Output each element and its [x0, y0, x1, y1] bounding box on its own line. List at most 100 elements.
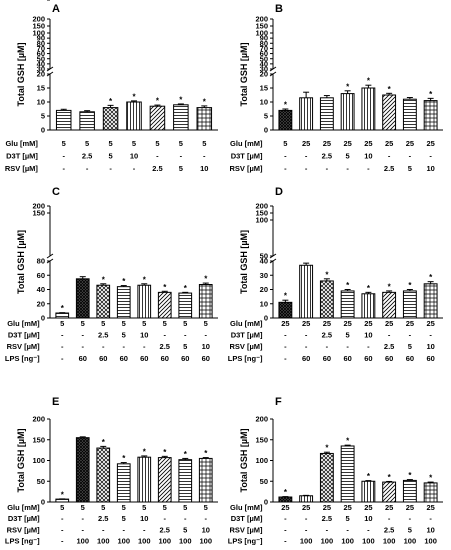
- table-cell: 60: [364, 354, 372, 363]
- bar: [55, 498, 70, 503]
- table-cell: -: [82, 514, 85, 523]
- significance-marker: *: [367, 284, 371, 293]
- table-cell: -: [429, 152, 432, 161]
- table-cell: -: [102, 342, 105, 351]
- table-cell: -: [388, 331, 391, 340]
- table-cell: 10: [364, 152, 372, 161]
- panel-letter: D: [275, 186, 283, 198]
- table-cell: -: [109, 164, 112, 173]
- y-tick-label: 100: [255, 456, 268, 465]
- table-cell: -: [305, 152, 308, 161]
- y-tick-label: 70: [37, 44, 45, 53]
- y-axis: 020406080100150200: [32, 0, 54, 323]
- table-cell: -: [184, 331, 187, 340]
- significance-marker: *: [388, 85, 392, 94]
- table-cell: -: [346, 342, 349, 351]
- table-cell: 5: [60, 503, 64, 512]
- bar: [319, 97, 334, 131]
- table-cell: 2.5: [152, 164, 162, 173]
- bar: [361, 480, 376, 503]
- table-cell: -: [133, 164, 136, 173]
- table-cell: -: [305, 342, 308, 351]
- table-cell: 5: [408, 525, 412, 534]
- table-cell: 5: [85, 139, 89, 148]
- table-cell: 100: [76, 537, 89, 546]
- table-cell: -: [284, 342, 287, 351]
- significance-marker: *: [143, 275, 147, 284]
- table-cell: 5: [204, 503, 208, 512]
- y-tick-label: 10: [260, 98, 268, 107]
- table-cell: -: [205, 514, 208, 523]
- y-tick-label: 150: [32, 435, 45, 444]
- bar: [79, 111, 95, 131]
- table-cell: 5: [108, 152, 112, 161]
- table-cell: 5: [155, 139, 159, 148]
- table-cell: 100: [300, 537, 313, 546]
- row-label: D3T [µM]: [8, 331, 40, 340]
- row-label: Glu [mM]: [230, 319, 263, 328]
- table-cell: -: [164, 514, 167, 523]
- row-label: Glu [mM]: [230, 139, 263, 148]
- table-cell: 25: [385, 139, 393, 148]
- table-cell: 5: [183, 525, 187, 534]
- significance-marker: *: [109, 97, 113, 106]
- y-tick-label: 0: [41, 314, 45, 323]
- significance-marker: *: [408, 281, 412, 290]
- y-tick-label: 20: [37, 299, 45, 308]
- bar: [157, 291, 172, 319]
- table-cell: 5: [183, 319, 187, 328]
- y-tick-label: 80: [260, 39, 268, 48]
- row-label: D3T [µM]: [231, 514, 263, 523]
- significance-marker: *: [102, 275, 106, 284]
- table-cell: 10: [202, 342, 210, 351]
- table-cell: 25: [426, 319, 434, 328]
- table-cell: -: [284, 514, 287, 523]
- table-cell: 2.5: [98, 514, 108, 523]
- row-label: D3T [µM]: [231, 331, 263, 340]
- table-cell: 10: [364, 514, 372, 523]
- table-cell: -: [409, 152, 412, 161]
- table-cell: 5: [408, 342, 412, 351]
- y-tick-label: 20: [260, 285, 268, 294]
- condition-table: Glu [mM] 25 25 25 25 25 25 25 25 D3T [µM] - - 2.5 5 10…: [228, 319, 435, 363]
- table-cell: 5: [346, 152, 350, 161]
- y-tick-label: 100: [255, 29, 268, 38]
- y-tick-label: 200: [255, 415, 268, 424]
- table-cell: -: [284, 152, 287, 161]
- row-label: Glu [mM]: [5, 139, 38, 148]
- y-tick-label: 0: [41, 498, 45, 507]
- axis-break-mark: [46, 253, 54, 259]
- significance-marker: *: [367, 472, 371, 481]
- table-cell: -: [123, 525, 126, 534]
- table-cell: -: [305, 331, 308, 340]
- significance-marker: *: [122, 277, 126, 286]
- table-cell: -: [326, 164, 329, 173]
- table-cell: -: [143, 525, 146, 534]
- bar: [361, 87, 376, 131]
- significance-marker: *: [184, 284, 188, 293]
- bar: [137, 284, 152, 319]
- table-cell: 25: [343, 503, 351, 512]
- table-cell: 5: [62, 139, 66, 148]
- bar: [198, 457, 213, 503]
- significance-marker: *: [61, 304, 65, 313]
- y-axis: 0 50 100 150 200: [32, 415, 51, 507]
- table-cell: -: [326, 525, 329, 534]
- panel-letter: E: [52, 396, 59, 408]
- table-cell: -: [388, 514, 391, 523]
- bar: [157, 457, 172, 503]
- significance-marker: *: [122, 454, 126, 463]
- row-label: Glu [mM]: [230, 503, 263, 512]
- significance-marker: *: [325, 444, 329, 453]
- y-axis-label: Total GSH [µM]: [16, 428, 26, 492]
- table-cell: 5: [122, 503, 126, 512]
- table-cell: -: [367, 525, 370, 534]
- table-cell: 5: [183, 342, 187, 351]
- table-cell: 25: [426, 503, 434, 512]
- y-tick-label: 200: [255, 15, 268, 24]
- table-cell: 100: [362, 537, 375, 546]
- table-cell: 25: [385, 319, 393, 328]
- y-tick-label: 10: [37, 98, 45, 107]
- table-cell: -: [143, 342, 146, 351]
